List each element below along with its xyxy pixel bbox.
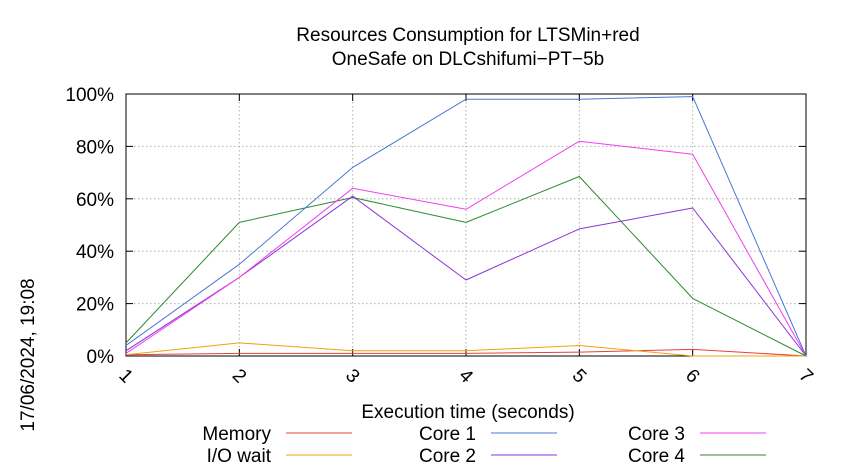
y-tick-label: 0% xyxy=(87,347,115,368)
series-line-core-1 xyxy=(125,96,807,357)
x-tick-label: 3 xyxy=(341,365,363,387)
grid xyxy=(126,94,806,356)
y-tick-label: 100% xyxy=(65,85,114,106)
x-tick-label: 4 xyxy=(454,365,477,388)
legend-label-core-4: Core 4 xyxy=(628,446,685,467)
series-line-i-o-wait xyxy=(125,342,806,357)
timestamp-label: 17/06/2024, 19:08 xyxy=(18,278,39,431)
chart-title-line-1: Resources Consumption for LTSMin+red xyxy=(296,25,639,46)
series-line-core-4 xyxy=(125,176,807,357)
x-tick-label: 1 xyxy=(114,365,136,387)
x-tick-label: 7 xyxy=(794,365,816,387)
series-line-core-3 xyxy=(125,140,807,357)
legend-label-core-3: Core 3 xyxy=(628,424,685,445)
x-tick-label: 2 xyxy=(228,365,250,387)
y-tick-label: 80% xyxy=(76,137,114,158)
plot-border xyxy=(125,93,807,357)
x-axis-label: Execution time (seconds) xyxy=(361,402,574,423)
x-tick-label: 5 xyxy=(568,365,590,387)
legend-label-core-2: Core 2 xyxy=(419,446,476,467)
x-tick-label: 6 xyxy=(681,365,703,387)
y-tick-label: 60% xyxy=(76,190,114,211)
y-tick-label: 20% xyxy=(76,295,114,316)
y-tick-label: 40% xyxy=(76,242,114,263)
series-line-memory xyxy=(125,348,807,357)
chart-title-line-2: OneSafe on DLCshifumi−PT−5b xyxy=(332,49,605,70)
legend-label-memory: Memory xyxy=(202,424,271,445)
series-line-core-2 xyxy=(125,195,807,357)
y-axis: 0% 20% 40% 60% 80% 100% xyxy=(65,85,806,368)
legend-label-core-1: Core 1 xyxy=(419,424,476,445)
legend-label-i-o-wait: I/O wait xyxy=(207,446,272,467)
plot-frame xyxy=(125,93,807,357)
series-lines xyxy=(125,96,807,357)
